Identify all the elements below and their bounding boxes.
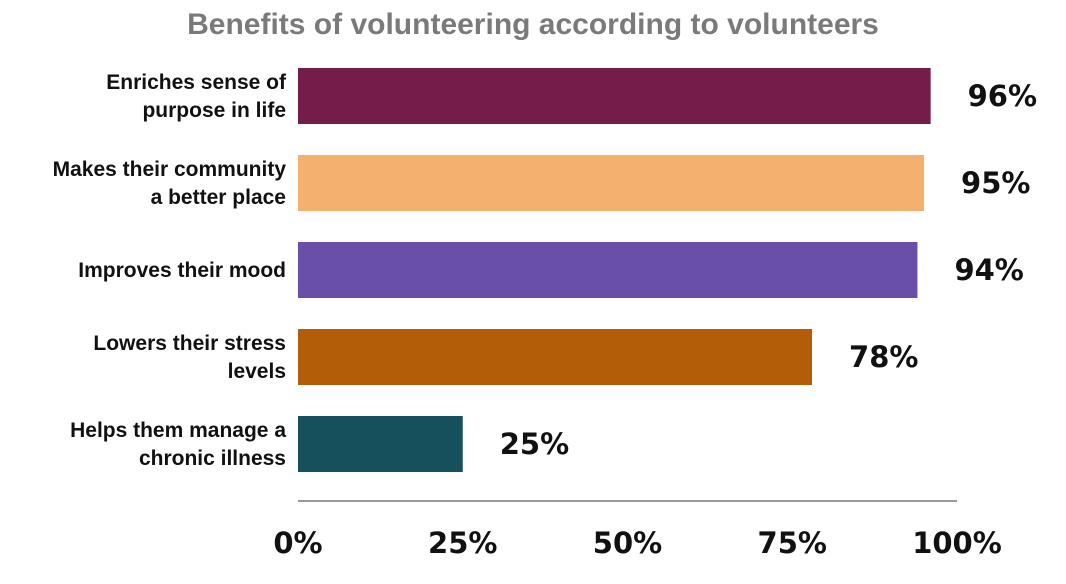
value-label-2: 94% (954, 253, 1023, 287)
category-label-1-1: a better place (151, 186, 286, 209)
chart-title: Benefits of volunteering according to vo… (187, 8, 879, 41)
bar-1 (298, 155, 925, 211)
x-tick-label-3: 75% (758, 526, 827, 560)
bar-0 (298, 68, 931, 124)
category-label-0-1: purpose in life (142, 99, 286, 122)
category-label-1-0: Makes their community (53, 158, 287, 181)
bar-3 (298, 329, 813, 385)
value-label-4: 25% (500, 427, 569, 461)
category-label-0-0: Enriches sense of (106, 71, 287, 94)
x-tick-label-0: 0% (273, 526, 322, 560)
value-label-3: 78% (849, 340, 918, 374)
x-tick-label-1: 25% (428, 526, 497, 560)
category-label-2-0: Improves their mood (78, 259, 286, 282)
x-tick-label-2: 50% (593, 526, 662, 560)
value-label-0: 96% (968, 79, 1037, 113)
value-label-1: 95% (961, 166, 1030, 200)
category-label-3-1: levels (228, 360, 286, 383)
bar-2 (298, 242, 918, 298)
category-label-4-1: chronic illness (139, 447, 286, 470)
category-label-3-0: Lowers their stress (93, 332, 286, 355)
category-label-4-0: Helps them manage a (70, 419, 286, 442)
bar-4 (298, 416, 463, 472)
x-tick-label-4: 100% (912, 526, 1002, 560)
